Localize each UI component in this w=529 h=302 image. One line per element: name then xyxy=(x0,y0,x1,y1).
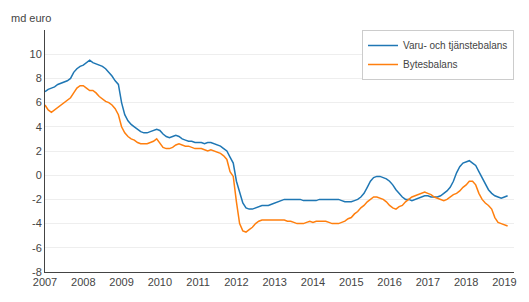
svg-text:0: 0 xyxy=(36,169,42,181)
svg-text:2: 2 xyxy=(36,145,42,157)
svg-text:2008: 2008 xyxy=(71,276,95,288)
svg-text:Bytesbalans: Bytesbalans xyxy=(403,59,457,70)
svg-text:2007: 2007 xyxy=(33,276,57,288)
svg-text:4: 4 xyxy=(36,121,42,133)
svg-text:8: 8 xyxy=(36,72,42,84)
svg-text:2017: 2017 xyxy=(416,276,440,288)
svg-text:2011: 2011 xyxy=(186,276,210,288)
svg-text:-8: -8 xyxy=(32,266,42,278)
svg-text:2010: 2010 xyxy=(148,276,172,288)
svg-text:2014: 2014 xyxy=(301,276,325,288)
svg-text:-4: -4 xyxy=(32,217,42,229)
svg-text:6: 6 xyxy=(36,96,42,108)
svg-text:2019: 2019 xyxy=(492,276,516,288)
svg-text:Varu- och tjänstebalans: Varu- och tjänstebalans xyxy=(403,40,507,51)
svg-text:2015: 2015 xyxy=(339,276,363,288)
svg-text:10: 10 xyxy=(30,48,42,60)
svg-text:2013: 2013 xyxy=(262,276,286,288)
svg-text:-6: -6 xyxy=(32,242,42,254)
svg-text:2018: 2018 xyxy=(454,276,478,288)
svg-text:2016: 2016 xyxy=(377,276,401,288)
svg-text:-2: -2 xyxy=(32,193,42,205)
svg-text:2012: 2012 xyxy=(224,276,248,288)
svg-text:md euro: md euro xyxy=(11,12,51,24)
svg-text:2009: 2009 xyxy=(109,276,133,288)
